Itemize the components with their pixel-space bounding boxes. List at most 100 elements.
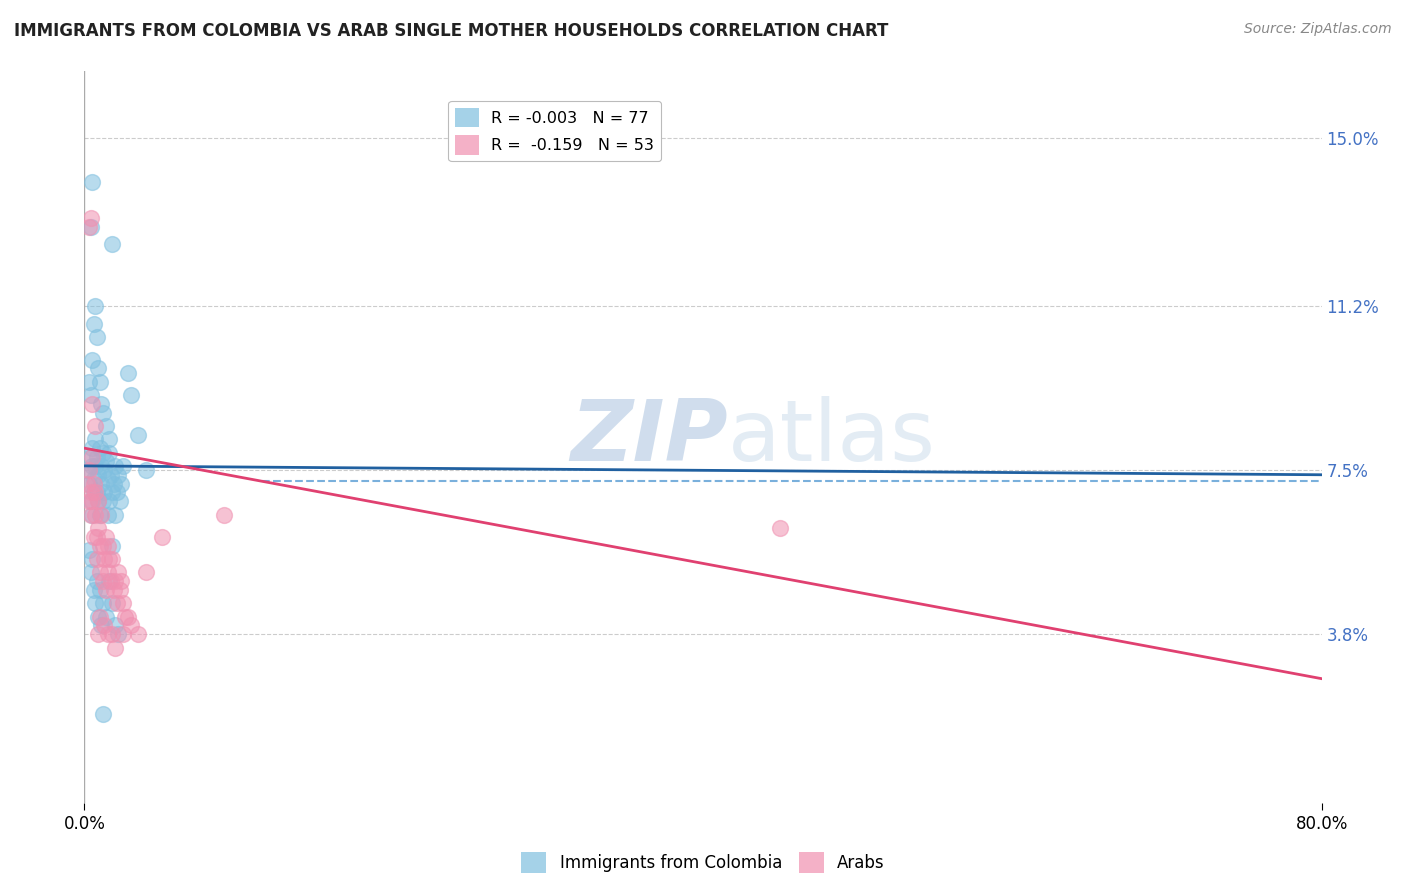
Point [93,552,115,566]
Point [76,476,98,491]
Point [94,609,117,624]
Point [79,388,101,402]
Point [110,574,132,589]
Point [101,485,124,500]
Point [89,508,111,522]
Point [112,627,135,641]
Point [79,485,101,500]
Point [117,366,139,380]
Point [82,441,104,455]
Point [93,485,115,500]
Point [96,627,118,641]
Point [77,476,100,491]
Point [89,609,111,624]
Point [86,330,108,344]
Point [89,441,111,455]
Point [103,582,125,597]
Text: IMMIGRANTS FROM COLOMBIA VS ARAB SINGLE MOTHER HOUSEHOLDS CORRELATION CHART: IMMIGRANTS FROM COLOMBIA VS ARAB SINGLE … [14,22,889,40]
Point [150,530,173,544]
Text: ZIP: ZIP [569,395,728,479]
Point [79,494,101,508]
Point [82,352,104,367]
Point [84,458,107,473]
Point [83,476,105,491]
Point [83,530,105,544]
Point [86,450,108,464]
Point [83,485,105,500]
Point [91,445,114,459]
Point [86,552,108,566]
Point [77,543,100,558]
Point [77,463,100,477]
Point [769,521,792,535]
Point [83,317,105,331]
Point [79,450,101,464]
Point [79,566,101,580]
Point [94,582,117,597]
Point [120,618,142,632]
Point [110,476,132,491]
Point [82,175,104,189]
Point [114,609,136,624]
Point [89,582,111,597]
Point [82,397,104,411]
Point [108,494,131,508]
Point [84,596,107,610]
Point [77,375,100,389]
Point [105,596,128,610]
Text: atlas: atlas [728,395,936,479]
Point [117,609,139,624]
Point [91,494,114,508]
Text: Source: ZipAtlas.com: Source: ZipAtlas.com [1244,22,1392,37]
Point [87,361,110,376]
Point [91,707,114,722]
Point [84,299,107,313]
Point [101,552,124,566]
Point [98,574,121,589]
Point [89,539,111,553]
Point [104,618,127,632]
Point [107,467,129,482]
Point [82,552,104,566]
Point [79,508,101,522]
Point [98,445,121,459]
Point [89,375,111,389]
Point [89,566,111,580]
Point [100,574,122,589]
Point [91,574,114,589]
Point [79,219,101,234]
Point [101,596,124,610]
Point [84,432,107,446]
Point [90,476,112,491]
Point [91,596,114,610]
Point [107,566,129,580]
Point [93,463,115,477]
Point [90,508,112,522]
Point [84,508,107,522]
Legend: Immigrants from Colombia, Arabs: Immigrants from Colombia, Arabs [515,846,891,880]
Point [108,582,131,597]
Point [90,458,112,473]
Legend: R = -0.003   N = 77, R =  -0.159   N = 53: R = -0.003 N = 77, R = -0.159 N = 53 [449,102,661,161]
Point [77,494,100,508]
Point [94,419,117,434]
Point [84,485,107,500]
Point [101,627,124,641]
Point [135,566,157,580]
Point [91,539,114,553]
Point [83,472,105,486]
Point [127,627,149,641]
Point [82,458,104,473]
Point [212,508,235,522]
Point [87,521,110,535]
Point [87,627,110,641]
Point [112,458,135,473]
Point [82,494,104,508]
Point [82,450,104,464]
Point [98,432,121,446]
Point [82,508,104,522]
Point [104,458,127,473]
Point [83,582,105,597]
Point [105,485,128,500]
Point [84,419,107,434]
